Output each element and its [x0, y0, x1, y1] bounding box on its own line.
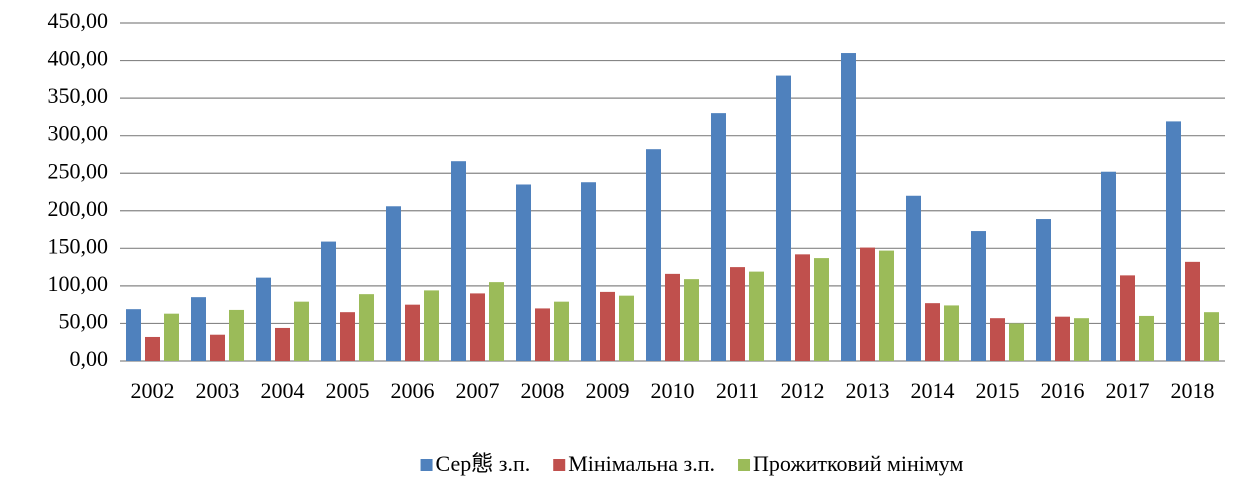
bar	[1055, 316, 1070, 361]
bar	[126, 309, 141, 361]
x-tick-label: 2012	[781, 378, 825, 403]
bar	[1185, 261, 1200, 361]
bar	[665, 273, 680, 361]
bar	[294, 301, 309, 361]
bar	[646, 149, 661, 361]
bar	[795, 254, 810, 361]
bar	[256, 277, 271, 361]
bar	[860, 247, 875, 361]
bar	[684, 279, 699, 361]
bar	[359, 294, 374, 361]
y-tick-label: 450,00	[48, 8, 109, 33]
y-tick-label: 0,00	[70, 346, 109, 371]
bar	[340, 312, 355, 361]
y-tick-label: 200,00	[48, 196, 109, 221]
bar	[600, 291, 615, 361]
bar	[619, 295, 634, 361]
bar	[1101, 171, 1116, 361]
y-tick-label: 50,00	[59, 308, 109, 333]
y-tick-label: 250,00	[48, 158, 109, 183]
bar	[971, 231, 986, 361]
bar	[210, 334, 225, 361]
x-tick-label: 2014	[911, 378, 955, 403]
bar	[1166, 121, 1181, 361]
bar	[275, 327, 290, 361]
x-tick-label: 2013	[846, 378, 890, 403]
bar	[730, 267, 745, 361]
bar	[164, 313, 179, 361]
bar	[424, 290, 439, 361]
bar	[535, 308, 550, 361]
bar	[554, 301, 569, 361]
bar	[386, 206, 401, 361]
y-tick-label: 100,00	[48, 271, 109, 296]
x-tick-label: 2017	[1106, 378, 1150, 403]
bar	[1009, 323, 1024, 361]
bar	[841, 53, 856, 362]
bar	[1204, 312, 1219, 361]
y-tick-label: 350,00	[48, 83, 109, 108]
bar	[711, 113, 726, 361]
x-tick-label: 2005	[326, 378, 370, 403]
bar	[145, 336, 160, 361]
bar	[879, 250, 894, 361]
y-tick-label: 150,00	[48, 233, 109, 258]
x-tick-label: 2018	[1171, 378, 1215, 403]
bar	[191, 297, 206, 361]
bar	[925, 303, 940, 361]
bar	[321, 241, 336, 361]
y-tick-label: 400,00	[48, 46, 109, 71]
bar	[944, 305, 959, 361]
legend-label: Прожитковий мінімум	[753, 451, 963, 476]
y-tick-label: 300,00	[48, 121, 109, 146]
bar	[749, 271, 764, 361]
bar	[814, 258, 829, 361]
x-tick-label: 2015	[976, 378, 1020, 403]
bar	[776, 75, 791, 362]
x-tick-label: 2010	[651, 378, 695, 403]
bar	[990, 318, 1005, 361]
x-tick-label: 2007	[456, 378, 500, 403]
x-tick-label: 2003	[196, 378, 240, 403]
x-tick-label: 2009	[586, 378, 630, 403]
legend-swatch	[738, 459, 751, 471]
x-tick-label: 2004	[261, 378, 305, 403]
bar	[1036, 219, 1051, 361]
bar	[489, 282, 504, 361]
bar	[451, 161, 466, 361]
bar	[470, 293, 485, 361]
bar	[1120, 275, 1135, 361]
legend-swatch	[420, 459, 433, 471]
legend-swatch	[553, 459, 566, 471]
bar	[516, 184, 531, 361]
x-tick-label: 2008	[521, 378, 565, 403]
legend-label: Сер態 з.п.	[436, 451, 531, 476]
bar	[1074, 318, 1089, 361]
bar	[1139, 315, 1154, 361]
x-tick-label: 2006	[391, 378, 435, 403]
x-tick-label: 2011	[716, 378, 759, 403]
legend-label: Мінімальна з.п.	[568, 451, 715, 476]
bar	[581, 182, 596, 361]
x-tick-label: 2016	[1041, 378, 1085, 403]
bar	[405, 304, 420, 361]
bar	[229, 309, 244, 361]
x-tick-label: 2002	[131, 378, 175, 403]
bar	[906, 195, 921, 361]
